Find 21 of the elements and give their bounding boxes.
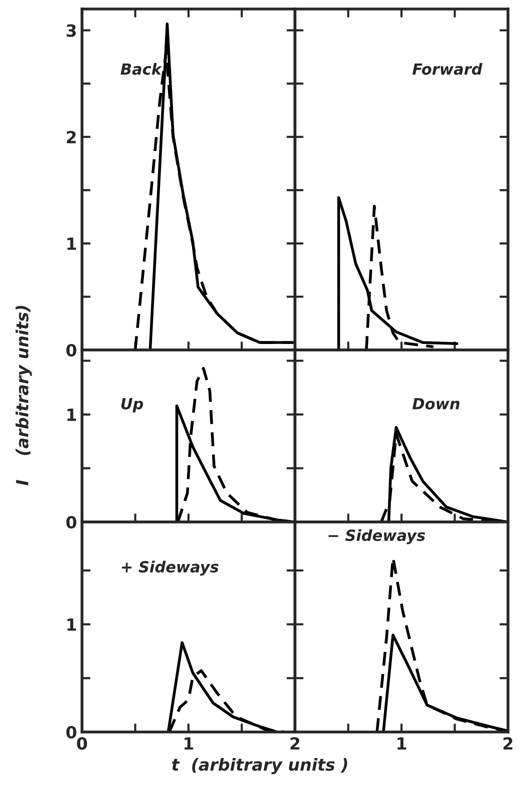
y-tick-label: 1 (67, 238, 76, 250)
y-tick-label: 1 (67, 408, 76, 421)
y-tick-label: 0 (66, 344, 76, 357)
y-axis-title: I (arbitrary units) (16, 306, 32, 486)
annotation: Forward (412, 62, 482, 75)
y-tick-label: 0 (66, 516, 76, 529)
x-tick-label: 2 (290, 737, 300, 750)
annotation: Down (412, 398, 460, 410)
x-tick-label: 2 (504, 737, 512, 750)
y-tick-label: 0 (66, 726, 76, 739)
x-axis-title: t (arbitrary units ) (172, 758, 348, 774)
annotation: + Sideways (122, 560, 218, 576)
annotation: Up (121, 398, 144, 412)
y-tick-label: 1 (67, 618, 76, 631)
annotation: − Sideways (328, 529, 426, 544)
annotation: Back (120, 62, 162, 75)
x-tick-label: 1 (398, 737, 406, 750)
y-tick-label: 2 (66, 130, 76, 144)
y-tick-label: 3 (66, 24, 76, 37)
x-tick-label: 0 (77, 737, 87, 750)
x-tick-label: 1 (184, 737, 194, 750)
